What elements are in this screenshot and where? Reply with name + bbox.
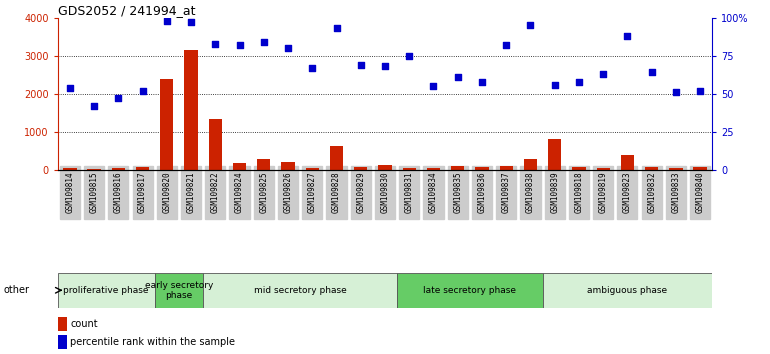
Point <box>136 88 149 93</box>
Bar <box>397 273 543 308</box>
Bar <box>548 139 561 170</box>
Bar <box>403 168 416 170</box>
Bar <box>669 168 682 170</box>
Text: count: count <box>70 319 98 329</box>
Point <box>330 25 343 31</box>
Point <box>355 62 367 68</box>
Point <box>500 42 512 48</box>
Bar <box>330 146 343 170</box>
Bar <box>203 273 397 308</box>
Bar <box>63 168 76 170</box>
Bar <box>694 167 707 170</box>
Point <box>379 64 391 69</box>
Point <box>645 70 658 75</box>
Bar <box>427 168 440 170</box>
Text: proliferative phase: proliferative phase <box>63 286 149 295</box>
Point <box>112 96 125 101</box>
Text: percentile rank within the sample: percentile rank within the sample <box>70 337 235 347</box>
Point <box>209 41 222 46</box>
Bar <box>155 273 203 308</box>
Point <box>573 79 585 85</box>
Bar <box>160 79 173 170</box>
Point <box>597 71 609 77</box>
Point <box>427 83 440 89</box>
Bar <box>88 169 101 170</box>
Point <box>161 18 173 24</box>
Bar <box>58 273 155 308</box>
Point <box>185 19 197 25</box>
Text: early secretory
phase: early secretory phase <box>145 281 213 300</box>
Text: mid secretory phase: mid secretory phase <box>254 286 346 295</box>
Point <box>233 42 246 48</box>
Bar <box>543 273 712 308</box>
Text: other: other <box>4 285 30 295</box>
Point <box>306 65 319 71</box>
Bar <box>233 164 246 170</box>
Bar <box>136 167 149 170</box>
Bar <box>572 167 586 170</box>
Bar <box>209 119 222 170</box>
Bar <box>184 50 198 170</box>
Bar <box>378 165 392 170</box>
Bar <box>281 162 295 170</box>
Point <box>403 53 415 58</box>
Text: ambiguous phase: ambiguous phase <box>588 286 668 295</box>
Bar <box>621 155 634 170</box>
Text: late secretory phase: late secretory phase <box>424 286 517 295</box>
Point <box>621 33 634 39</box>
Bar <box>645 167 658 170</box>
Bar <box>475 167 489 170</box>
Bar <box>524 159 537 170</box>
Bar <box>257 159 270 170</box>
Bar <box>451 166 464 170</box>
Point <box>548 82 561 87</box>
Point <box>258 39 270 45</box>
Point <box>670 90 682 95</box>
Text: GDS2052 / 241994_at: GDS2052 / 241994_at <box>58 4 196 17</box>
Point <box>88 103 100 109</box>
Bar <box>306 169 319 170</box>
Point <box>524 22 537 28</box>
Bar <box>354 167 367 170</box>
Point <box>64 85 76 91</box>
Bar <box>112 169 125 170</box>
Bar <box>597 168 610 170</box>
Bar <box>500 166 513 170</box>
Point <box>476 79 488 85</box>
Point <box>694 88 706 93</box>
Point <box>282 45 294 51</box>
Point <box>451 74 464 80</box>
